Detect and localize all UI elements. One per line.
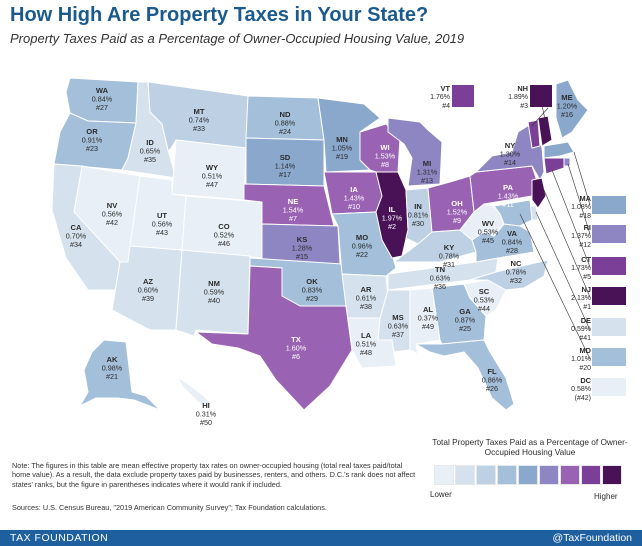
state-label-ne: NE 1.54% #7 (283, 197, 304, 223)
side-swatch-ct (592, 257, 626, 275)
state-label-ga: GA 0.87% #25 (455, 307, 476, 333)
state-label-la: LA 0.51% #48 (356, 331, 377, 357)
state-vt (527, 119, 541, 149)
state-tx (195, 265, 353, 411)
state-label-az: AZ 0.60% #39 (138, 277, 159, 303)
side-label-de: DE 0.59% #41 (571, 316, 591, 342)
state-label-wa: WA 0.84% #27 (92, 86, 113, 112)
state-label-ca: CA 0.70% #34 (66, 223, 87, 249)
state-label-or: OR 0.91% #23 (82, 127, 103, 153)
state-nj (531, 177, 547, 209)
state-label-in: IN 0.81% #30 (408, 202, 429, 228)
side-label-ri: RI 1.37% #12 (571, 223, 591, 249)
state-mi (387, 117, 443, 187)
state-ri (563, 157, 571, 167)
side-swatch-nj (592, 287, 626, 305)
state-label-ar: AR 0.61% #38 (356, 285, 377, 311)
state-label-ny: NY 1.30% #14 (500, 141, 521, 167)
footer-handle[interactable]: @TaxFoundation (552, 532, 632, 544)
state-ma (543, 141, 575, 159)
callout-vt-swatch (452, 85, 474, 107)
legend-swatch-5 (518, 465, 538, 485)
state-label-mo: MO 0.96% #22 (352, 233, 373, 259)
state-label-pa: PA 1.43% #11 (498, 183, 519, 209)
state-label-wi: WI 1.53% #8 (375, 143, 396, 169)
state-label-ok: OK 0.83% #29 (302, 277, 323, 303)
legend-swatch-6 (539, 465, 559, 485)
state-label-wv: WV 0.53% #45 (478, 219, 499, 245)
state-ct (543, 157, 565, 175)
legend-swatch-9 (602, 465, 622, 485)
legend-title: Total Property Taxes Paid as a Percentag… (432, 437, 628, 457)
state-label-sd: SD 1.14% #17 (275, 153, 296, 179)
state-label-oh: OH 1.52% #9 (447, 199, 468, 225)
side-label-md: MD 1.01% #20 (571, 346, 591, 372)
state-label-nc: NC 0.78% #32 (506, 259, 527, 285)
side-swatch-md (592, 348, 626, 366)
side-label-ma: MA 1.08% #18 (571, 194, 591, 220)
callout-nh-swatch (530, 85, 552, 107)
legend-swatch-3 (476, 465, 496, 485)
legend-swatch-4 (497, 465, 517, 485)
state-label-nv: NV 0.56% #42 (102, 201, 123, 227)
state-wv (459, 203, 505, 241)
legend-scale (434, 465, 623, 485)
state-label-mn: MN 1.05% #19 (332, 135, 353, 161)
state-label-ut: UT 0.56% #43 (152, 211, 173, 237)
state-label-ms: MS 0.63% #37 (388, 313, 409, 339)
page-title: How High Are Property Taxes in Your Stat… (10, 4, 429, 26)
state-label-mi: MI 1.31% #13 (417, 159, 438, 185)
state-label-tn: TN 0.63% #36 (430, 265, 451, 291)
callout-vt-label: VT 1.76% #4 (430, 84, 450, 110)
legend-swatch-1 (434, 465, 454, 485)
side-swatch-ma (592, 196, 626, 214)
state-label-me: ME 1.20% #16 (557, 93, 578, 119)
state-label-mt: MT 0.74% #33 (189, 107, 210, 133)
state-label-id: ID 0.65% #35 (140, 138, 161, 164)
state-label-ia: IA 1.43% #10 (344, 185, 365, 211)
legend-higher-label: Higher (594, 492, 618, 501)
side-label-ct: CT 1.73% #5 (571, 255, 591, 281)
state-fl (415, 339, 515, 411)
state-label-nd: ND 0.88% #24 (275, 110, 296, 136)
side-label-nj: NJ 2.13% #1 (571, 285, 591, 311)
page-subtitle: Property Taxes Paid as a Percentage of O… (10, 31, 465, 46)
state-label-ak: AK 0.98% #21 (102, 355, 123, 381)
side-swatch-ri (592, 225, 626, 243)
state-label-co: CO 0.52% #46 (214, 222, 235, 248)
state-label-tx: TX 1.60% #6 (286, 335, 307, 361)
state-label-hi: HI 0.31% #50 (196, 401, 217, 427)
legend-swatch-7 (560, 465, 580, 485)
state-nm (175, 249, 251, 337)
state-me (555, 79, 589, 139)
state-label-al: AL 0.37% #49 (418, 305, 439, 331)
state-nc (469, 259, 549, 291)
side-swatch-dc (592, 378, 626, 396)
state-label-wy: WY 0.51% #47 (202, 163, 223, 189)
note-text: Note: The figures in this table are mean… (12, 461, 416, 489)
leader-lines (519, 95, 591, 360)
footer-org: TAX FOUNDATION (10, 532, 109, 544)
callout-nh-label: NH 1.89% #3 (508, 84, 528, 110)
state-label-ks: KS 1.28% #15 (292, 235, 313, 261)
state-hi (177, 377, 213, 409)
state-label-va: VA 0.84% #28 (502, 229, 523, 255)
legend-swatch-8 (581, 465, 601, 485)
side-swatch-de (592, 318, 626, 336)
state-label-il: IL 1.97% #2 (382, 205, 403, 231)
sources-text: Sources: U.S. Census Bureau, "2019 Ameri… (12, 503, 327, 512)
legend-swatch-2 (455, 465, 475, 485)
state-label-fl: FL 0.86% #26 (482, 367, 503, 393)
state-label-nm: NM 0.59% #40 (204, 279, 225, 305)
state-label-ky: KY 0.78% #31 (439, 243, 460, 269)
legend-lower-label: Lower (430, 490, 452, 499)
footer-bar: TAX FOUNDATION @TaxFoundation (0, 530, 642, 546)
state-ak (79, 339, 161, 411)
state-label-sc: SC 0.53% #44 (474, 287, 495, 313)
state-il (375, 171, 409, 259)
side-label-dc: DC 0.58% (#42) (571, 376, 591, 402)
